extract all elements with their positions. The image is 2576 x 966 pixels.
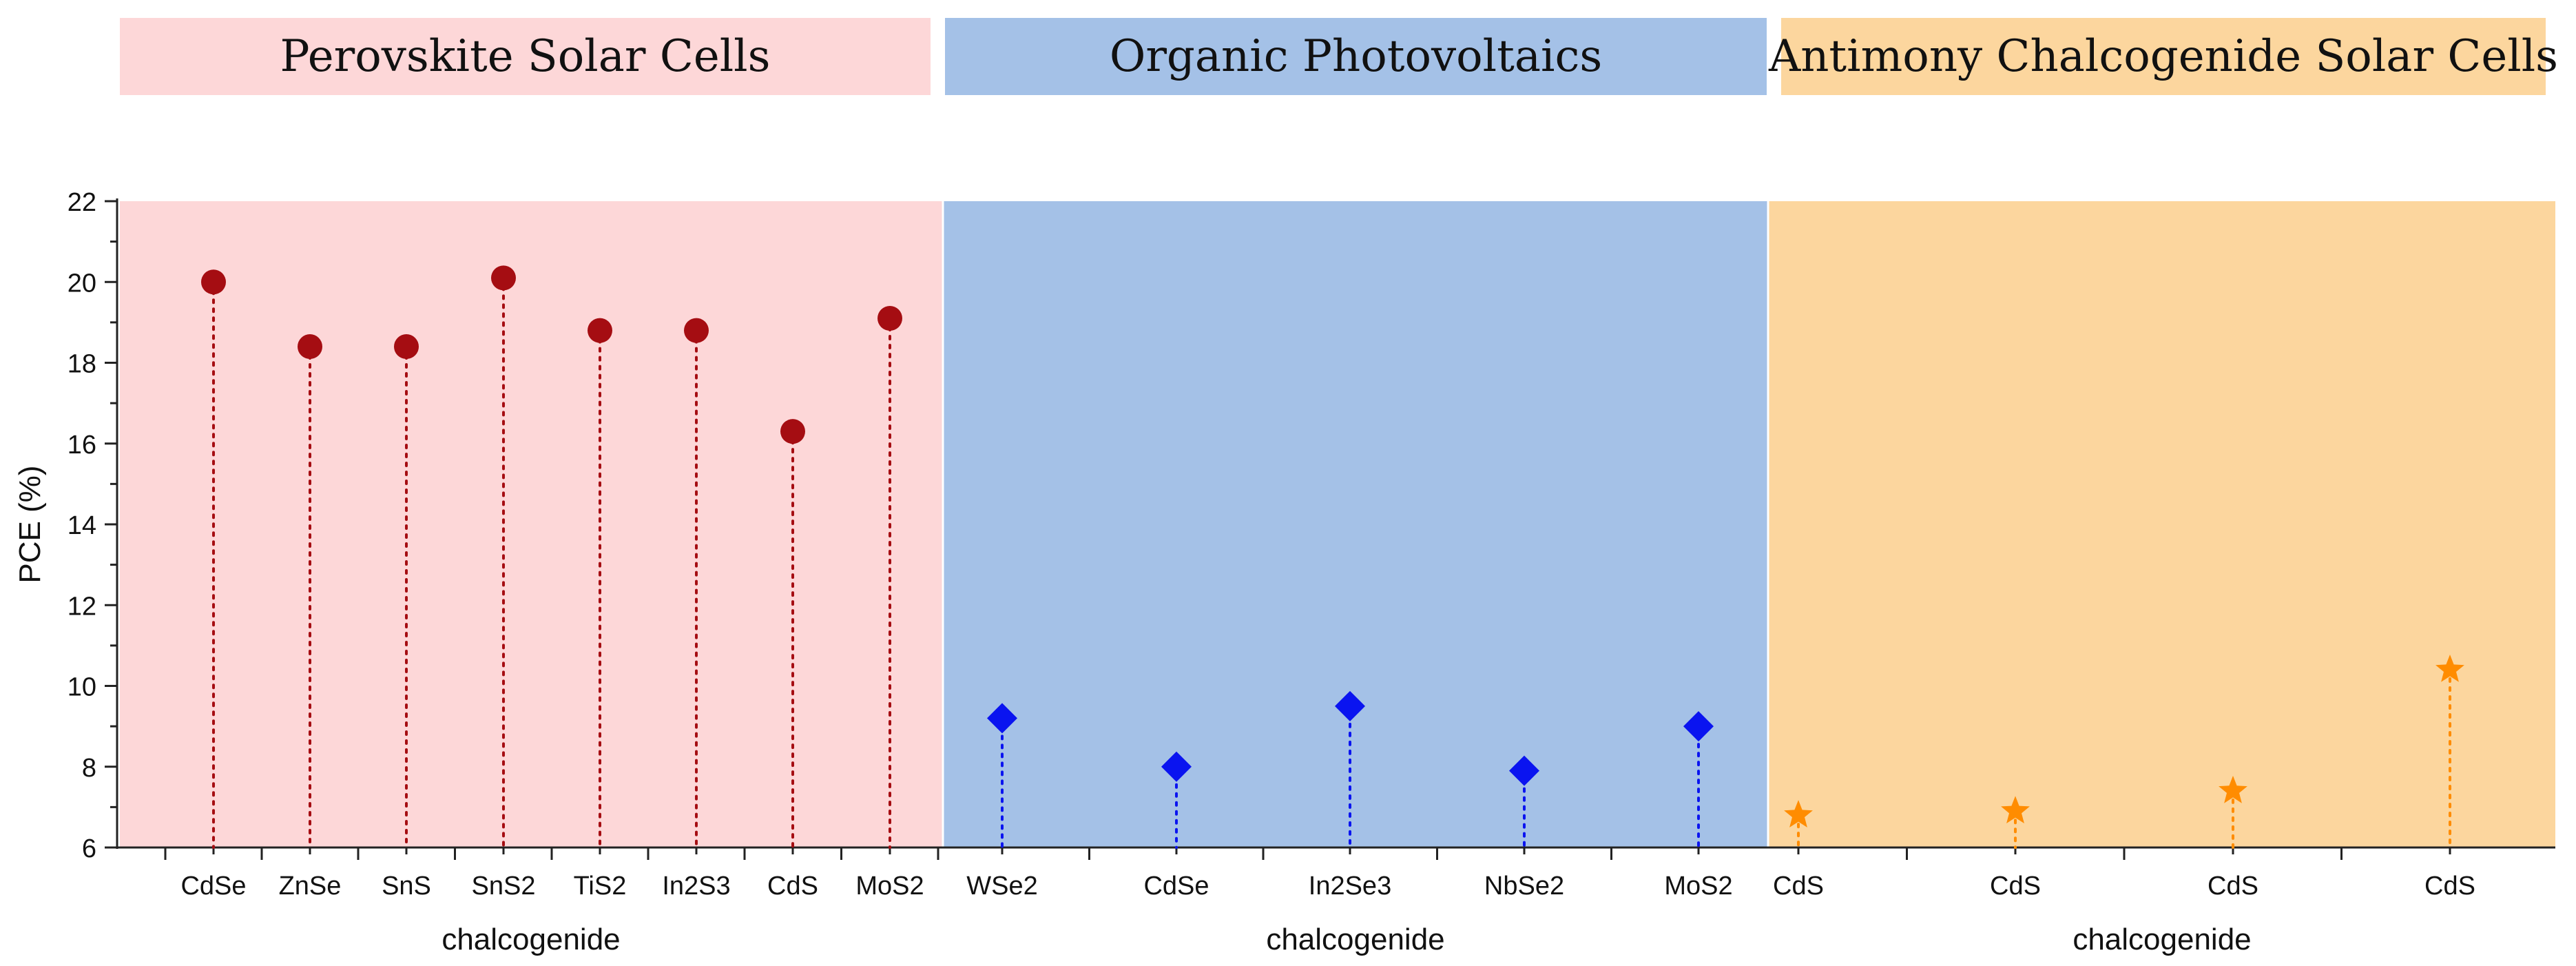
data-point [2435, 655, 2464, 682]
y-tick-label: 14 [67, 511, 96, 540]
y-tick-label: 16 [67, 431, 96, 460]
x-tick-label: CdS [767, 872, 818, 901]
header-antimony: Antimony Chalcogenide Solar Cells [1769, 18, 2558, 95]
y-tick-label: 8 [82, 754, 96, 783]
header-antimony-label: Antimony Chalcogenide Solar Cells [1768, 31, 2559, 82]
y-tick-label: 22 [67, 188, 96, 217]
data-point [1335, 690, 1365, 721]
x-tick-label: MoS2 [1664, 872, 1732, 901]
x-tick-label: CdSe [180, 872, 246, 901]
data-point [298, 334, 322, 360]
x-axis-title: chalcogenide [442, 923, 620, 956]
plot-panel-3 [1769, 201, 2555, 847]
x-tick-label: In2Se3 [1309, 872, 1391, 901]
data-point [491, 265, 516, 291]
y-tick-label: 18 [67, 350, 96, 379]
plot-panel-2 [944, 201, 1767, 847]
y-axis-title: PCE (%) [13, 465, 47, 583]
x-tick-label: MoS2 [855, 872, 924, 901]
data-point [2219, 775, 2247, 803]
data-point [780, 419, 805, 444]
x-tick-label: CdS [1773, 872, 1824, 901]
y-tick-label: 12 [67, 592, 96, 621]
data-point [588, 318, 612, 343]
header-organic-label: Organic Photovoltaics [1109, 31, 1603, 82]
x-tick-label: SnS2 [472, 872, 536, 901]
data-point [1509, 755, 1539, 786]
data-point [1161, 751, 1192, 782]
data-point [1683, 711, 1714, 742]
header-perovskite: Perovskite Solar Cells [120, 18, 931, 95]
x-tick-label: WSe2 [966, 872, 1037, 901]
y-tick-label: 6 [82, 834, 96, 863]
x-tick-label: In2S3 [662, 872, 730, 901]
data-point [2001, 796, 2030, 823]
x-axis-title: chalcogenide [1266, 923, 1444, 956]
data-point [394, 334, 419, 360]
x-tick-label: ZnSe [279, 872, 342, 901]
x-tick-label: CdS [1990, 872, 2041, 901]
y-tick-label: 20 [67, 269, 96, 298]
x-tick-label: CdS [2424, 872, 2475, 901]
x-axis-title: chalcogenide [2073, 923, 2251, 956]
header-perovskite-label: Perovskite Solar Cells [280, 31, 771, 82]
x-tick-label: SnS [382, 872, 431, 901]
data-point [877, 306, 902, 331]
x-tick-label: TiS2 [574, 872, 627, 901]
data-point [684, 318, 709, 343]
data-point [987, 703, 1017, 734]
x-tick-label: NbSe2 [1484, 872, 1564, 901]
x-tick-label: CdS [2208, 872, 2258, 901]
plot-panel-1 [120, 201, 942, 847]
data-point [201, 269, 226, 295]
x-tick-label: CdSe [1143, 872, 1209, 901]
header-organic: Organic Photovoltaics [945, 18, 1767, 95]
data-point [1784, 800, 1813, 828]
y-tick-label: 10 [67, 673, 96, 702]
